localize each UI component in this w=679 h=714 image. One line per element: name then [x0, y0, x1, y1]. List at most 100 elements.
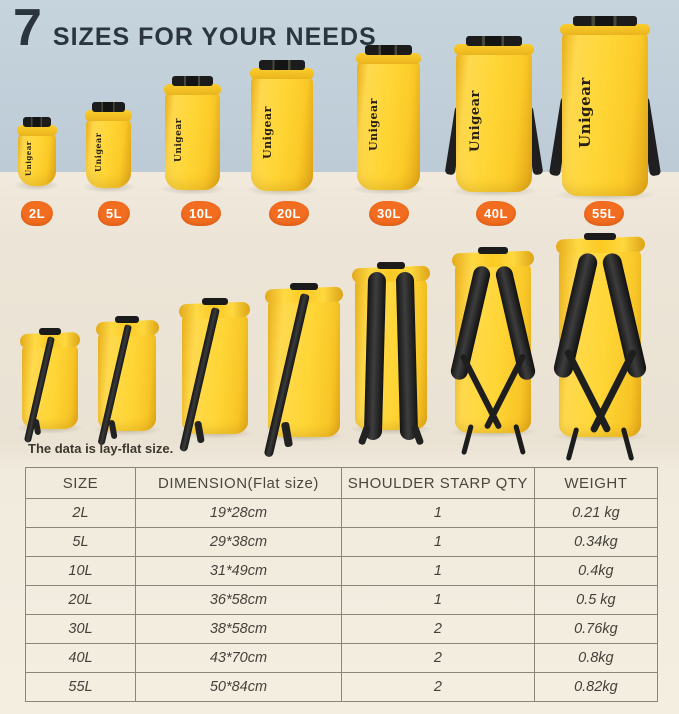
- dry-bag-front-30l: Unigear: [350, 45, 427, 195]
- dry-bag-front-2l: Unigear: [14, 117, 60, 191]
- table-row-30l: 30L 38*58cm 2 0.76kg: [25, 614, 659, 644]
- roll-top-buckle-icon: [465, 36, 523, 46]
- brand-logo: Unigear: [260, 106, 274, 159]
- dry-bag-back-30l: [347, 262, 435, 446]
- carry-handle: [583, 233, 617, 240]
- size-table: SIZE DIMENSION(Flat size) SHOULDER STARP Q…: [25, 467, 659, 702]
- column-header-3: WEIGHT: [533, 467, 659, 499]
- dry-bag-front-55l: Unigear: [548, 16, 662, 201]
- size-badge-55l: 55L: [584, 201, 624, 226]
- carry-handle: [201, 298, 229, 305]
- size-note: The data is lay-flat size.: [28, 441, 174, 456]
- dry-bag-back-40l: [447, 247, 539, 455]
- bag-body: Unigear: [251, 74, 313, 191]
- headline-text: SIZES FOR YOUR NEEDS: [52, 23, 377, 51]
- dry-bag-back-20l: [260, 283, 348, 458]
- table-cell: 1: [340, 498, 535, 528]
- carry-handle: [115, 316, 139, 323]
- table-cell: 2: [340, 643, 535, 673]
- table-cell: 19*28cm: [134, 498, 342, 528]
- table-cell: 1: [340, 585, 535, 615]
- table-cell: 38*58cm: [134, 614, 342, 644]
- table-row-10l: 10L 31*49cm 1 0.4kg: [25, 556, 659, 586]
- brand-logo: Unigear: [173, 118, 184, 162]
- roll-top-fold: [454, 44, 534, 55]
- table-cell: 29*38cm: [134, 527, 342, 557]
- headline: 7 SIZES FOR YOUR NEEDS: [13, 1, 377, 56]
- column-header-0: SIZE: [25, 467, 136, 499]
- table-cell: 50*84cm: [134, 672, 342, 702]
- headline-number: 7: [13, 0, 42, 57]
- table-cell: 2: [340, 614, 535, 644]
- carry-handle: [289, 283, 319, 290]
- table-row-2l: 2L 19*28cm 1 0.21 kg: [25, 498, 659, 528]
- roll-top-fold: [163, 84, 222, 95]
- column-header-1: DIMENSION(Flat size): [134, 467, 342, 499]
- carry-handle: [477, 247, 509, 254]
- roll-top-fold: [249, 68, 315, 79]
- table-cell: 40L: [25, 643, 136, 673]
- dry-bag-back-10l: [175, 298, 255, 453]
- dry-bag-front-10l: Unigear: [159, 76, 226, 195]
- table-cell: 31*49cm: [134, 556, 342, 586]
- table-cell: 0.76kg: [533, 614, 659, 644]
- brand-logo: Unigear: [24, 141, 34, 176]
- table-cell: 0.5 kg: [533, 585, 659, 615]
- bag-body: Unigear: [86, 116, 131, 188]
- table-cell: 36*58cm: [134, 585, 342, 615]
- dry-bag-front-5l: Unigear: [81, 102, 136, 193]
- size-badge-10l: 10L: [181, 201, 221, 226]
- size-badge-30l: 30L: [369, 201, 409, 226]
- table-cell: 0.82kg: [533, 672, 659, 702]
- table-cell: 5L: [25, 527, 136, 557]
- roll-top-buckle-icon: [22, 117, 52, 127]
- table-cell: 43*70cm: [134, 643, 342, 673]
- size-badge-40l: 40L: [476, 201, 516, 226]
- table-cell: 1: [340, 556, 535, 586]
- table-cell: 2L: [25, 498, 136, 528]
- roll-top-fold: [355, 53, 422, 64]
- roll-top-fold: [17, 125, 57, 136]
- brand-logo: Unigear: [575, 77, 594, 149]
- carry-handle: [376, 262, 406, 269]
- size-badge-5l: 5L: [97, 201, 131, 226]
- bag-body: Unigear: [357, 59, 420, 190]
- bag-body: Unigear: [165, 90, 220, 190]
- table-row-20l: 20L 36*58cm 1 0.5 kg: [25, 585, 659, 615]
- table-row-5l: 5L 29*38cm 1 0.34kg: [25, 527, 659, 557]
- brand-logo: Unigear: [468, 90, 484, 152]
- bag-body: Unigear: [456, 50, 532, 192]
- brand-logo: Unigear: [93, 132, 104, 172]
- column-header-2: SHOULDER STARP QTY: [340, 467, 535, 499]
- table-cell: 0.34kg: [533, 527, 659, 557]
- size-badge-2l: 2L: [20, 201, 54, 226]
- roll-top-fold: [560, 24, 650, 35]
- table-cell: 1: [340, 527, 535, 557]
- table-cell: 10L: [25, 556, 136, 586]
- table-cell: 2: [340, 672, 535, 702]
- dry-bag-front-40l: Unigear: [444, 36, 544, 197]
- table-cell: 0.8kg: [533, 643, 659, 673]
- dry-bag-back-2l: [16, 328, 84, 443]
- table-cell: 20L: [25, 585, 136, 615]
- size-badge-20l: 20L: [269, 201, 309, 226]
- brand-logo: Unigear: [367, 98, 381, 151]
- dry-bag-back-55l: [550, 233, 650, 461]
- table-cell: 30L: [25, 614, 136, 644]
- table-row-40l: 40L 43*70cm 2 0.8kg: [25, 643, 659, 673]
- bag-body: Unigear: [18, 131, 56, 186]
- table-header-row: SIZE DIMENSION(Flat size) SHOULDER STARP Q…: [25, 467, 659, 499]
- table-cell: 0.21 kg: [533, 498, 659, 528]
- roll-top-buckle-icon: [91, 102, 126, 112]
- roll-top-buckle-icon: [365, 45, 412, 55]
- carry-handle: [38, 328, 62, 335]
- roll-top-buckle-icon: [172, 76, 213, 86]
- roll-top-buckle-icon: [573, 16, 637, 26]
- roll-top-buckle-icon: [259, 60, 305, 70]
- table-cell: 55L: [25, 672, 136, 702]
- bag-body: Unigear: [562, 30, 648, 196]
- table-cell: 0.4kg: [533, 556, 659, 586]
- dry-bag-front-20l: Unigear: [244, 60, 320, 196]
- roll-top-fold: [85, 110, 132, 121]
